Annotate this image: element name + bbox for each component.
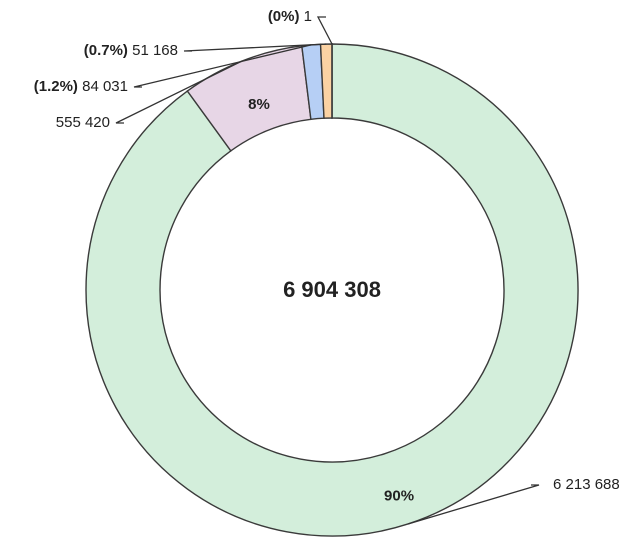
percent-label: (0.7%): [84, 42, 128, 59]
value-label: 555 420: [56, 114, 110, 131]
percent-label: 8%: [248, 96, 270, 113]
value-text: 6 213 688: [553, 476, 620, 493]
percent-label: (0%): [268, 8, 300, 25]
value-text: 1: [304, 8, 312, 25]
value-text: 84 031: [82, 78, 128, 95]
leader-line: [407, 484, 540, 525]
percent-label: (1.2%): [34, 78, 78, 95]
leader-line: [183, 43, 327, 52]
value-text: 555 420: [56, 114, 110, 131]
value-label: (0%) 1: [268, 8, 312, 25]
slices: [85, 43, 579, 537]
value-label: (0.7%) 51 168: [84, 42, 178, 59]
percent-label: 90%: [384, 487, 414, 504]
leader-line: [115, 60, 243, 124]
value-text: 51 168: [132, 42, 178, 59]
slice: [85, 43, 579, 537]
value-label: (1.2%) 84 031: [34, 78, 128, 95]
total-label: 6 904 308: [283, 277, 381, 302]
value-label: 6 213 688: [553, 476, 620, 493]
leader-line: [133, 44, 312, 88]
leader-line: [316, 16, 333, 45]
